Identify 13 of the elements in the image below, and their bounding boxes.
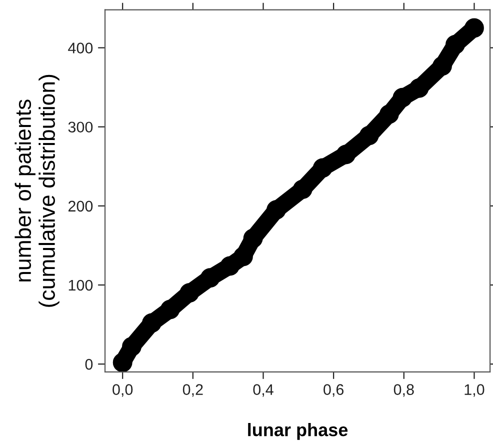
y-tick-label: 400 (68, 42, 93, 54)
x-axis-title: lunar phase (248, 423, 348, 440)
y-tick-label: 200 (68, 200, 93, 212)
x-tick-label: 0,2 (182, 384, 203, 397)
x-tick-label: 1,0 (464, 384, 484, 397)
x-tick-label: 0,6 (324, 384, 344, 397)
x-tick-label: 0,4 (253, 384, 274, 397)
x-tick-label: 0,0 (112, 384, 133, 397)
y-axis-title: number of patients (cumulative distribution) (14, 74, 60, 307)
y-tick-label: 0 (85, 358, 93, 370)
y-tick-label: 100 (68, 280, 93, 291)
x-tick-label: 0,8 (394, 384, 414, 397)
y-tick-label: 300 (68, 122, 93, 133)
